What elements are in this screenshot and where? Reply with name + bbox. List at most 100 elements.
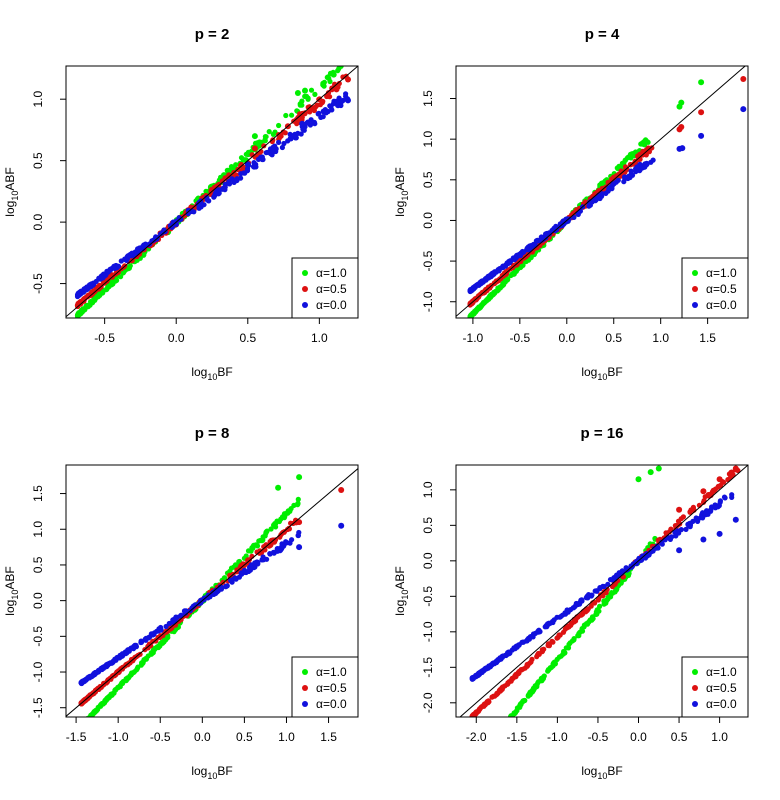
y-tick-label: 0.5: [31, 556, 45, 573]
data-point: [137, 651, 143, 657]
data-point: [295, 496, 301, 502]
legend-marker: [692, 286, 698, 292]
legend-marker: [302, 302, 308, 308]
data-point: [100, 275, 106, 281]
data-point: [264, 149, 271, 155]
data-point: [568, 607, 574, 613]
x-tick-label: -1.0: [547, 730, 568, 744]
data-point: [124, 677, 130, 683]
data-point: [729, 469, 735, 475]
data-point: [716, 476, 723, 483]
data-point: [222, 181, 228, 187]
data-point: [131, 643, 137, 649]
data-point: [296, 544, 303, 551]
data-point: [650, 157, 656, 163]
data-point: [475, 708, 481, 715]
axis-label-subscript: 10: [207, 771, 217, 781]
data-point: [605, 581, 611, 587]
x-tick-label: -0.5: [588, 730, 609, 744]
legend-marker: [692, 669, 698, 675]
legend-marker: [692, 701, 698, 707]
data-point: [279, 544, 285, 550]
data-point: [274, 548, 280, 554]
axis-label-log: log: [191, 365, 207, 379]
data-point: [257, 548, 263, 554]
data-point: [610, 181, 616, 187]
data-point: [607, 592, 613, 598]
axis-label-log: log: [191, 764, 207, 778]
data-point: [302, 93, 308, 99]
data-point: [496, 688, 502, 695]
data-point: [299, 102, 305, 108]
data-point: [298, 131, 304, 137]
axis-label-log: log: [581, 764, 597, 778]
data-point: [594, 588, 600, 594]
data-point: [246, 557, 252, 563]
axis-label-subscript: 10: [10, 191, 20, 201]
data-point: [106, 694, 112, 701]
data-point: [315, 111, 321, 117]
x-tick-label: 1.0: [278, 730, 295, 744]
data-point: [118, 681, 124, 687]
axis-label-log: log: [3, 600, 17, 616]
data-point: [267, 539, 273, 545]
legend-label: α=0.5: [316, 681, 347, 695]
data-point: [687, 509, 693, 515]
data-point: [703, 509, 709, 515]
data-point: [248, 548, 254, 554]
axis-label-rest: BF: [217, 365, 232, 379]
data-point: [524, 245, 530, 251]
data-point: [157, 634, 163, 641]
data-point: [619, 568, 625, 574]
data-point: [320, 114, 326, 120]
data-point: [625, 154, 632, 160]
data-point: [508, 272, 514, 279]
y-tick-label: -1.0: [31, 661, 45, 682]
data-point: [676, 506, 683, 513]
axis-label-rest: ABF: [3, 167, 17, 190]
y-tick-label: -1.5: [31, 697, 45, 718]
data-point: [163, 623, 169, 630]
data-point: [511, 269, 518, 275]
data-point: [263, 530, 269, 537]
data-point: [264, 556, 270, 562]
data-point: [251, 133, 258, 140]
data-point: [589, 617, 595, 623]
y-tick-label: -1.0: [421, 291, 435, 312]
data-point: [643, 162, 649, 168]
axis-label-rest: ABF: [393, 167, 407, 190]
data-point: [343, 91, 349, 97]
legend-marker: [302, 701, 308, 707]
data-point: [484, 666, 490, 672]
data-point: [323, 110, 329, 116]
data-point: [550, 661, 556, 667]
axis-label-subscript: 10: [207, 372, 217, 382]
data-point: [266, 129, 272, 135]
data-point: [294, 121, 300, 127]
x-tick-label: 1.5: [699, 331, 716, 345]
legend-marker: [692, 685, 698, 691]
data-point: [490, 271, 496, 277]
x-tick-label: -2.0: [466, 730, 487, 744]
data-point: [635, 476, 642, 483]
data-point: [698, 109, 705, 116]
data-point: [189, 605, 195, 611]
data-point: [279, 144, 285, 151]
data-point: [228, 577, 234, 584]
data-point: [513, 709, 519, 715]
data-point: [605, 188, 611, 194]
data-point: [147, 241, 153, 247]
data-point: [250, 164, 257, 170]
data-point: [551, 617, 557, 623]
axis-label-subscript: 10: [597, 372, 607, 382]
data-point: [528, 690, 534, 696]
x-tick-label: -1.5: [506, 730, 527, 744]
axis-label-rest: ABF: [3, 566, 17, 589]
data-point: [94, 669, 100, 676]
y-tick-label: 1.0: [31, 91, 45, 108]
data-point: [507, 260, 513, 266]
data-point: [229, 176, 235, 182]
legend: α=1.0 α=0.5 α=0.0: [681, 656, 749, 718]
legend-marker: [302, 270, 308, 276]
y-tick-label: 1.5: [421, 90, 435, 107]
